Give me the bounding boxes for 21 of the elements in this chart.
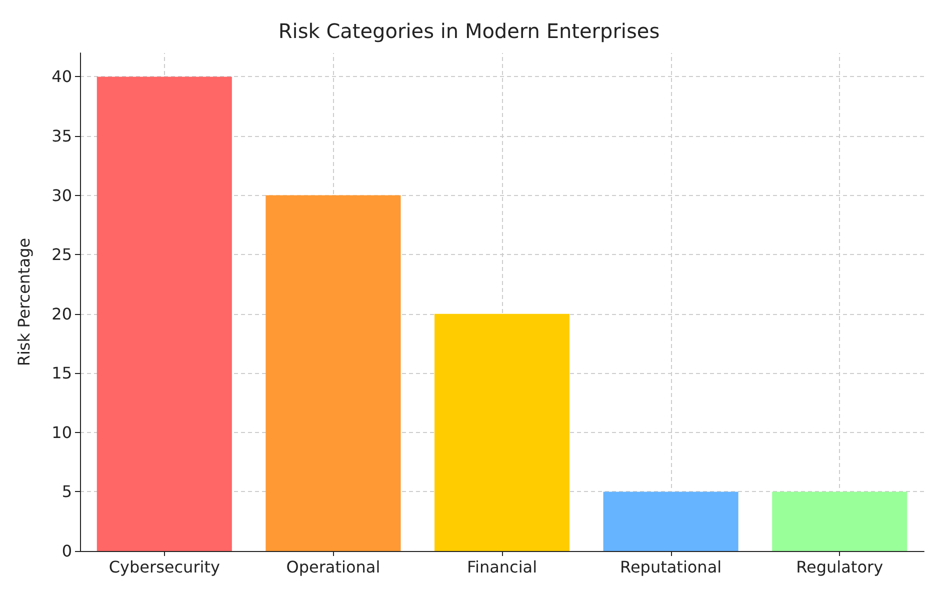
y-tick-label: 35 bbox=[52, 126, 72, 146]
y-tick-label: 20 bbox=[52, 304, 72, 324]
bar bbox=[772, 492, 908, 551]
y-tick-label: 0 bbox=[62, 542, 72, 560]
x-tick-label: Financial bbox=[466, 558, 538, 576]
x-tick-label: Cybersecurity bbox=[108, 558, 220, 576]
y-tick-label: 25 bbox=[52, 245, 72, 264]
bar bbox=[266, 195, 401, 551]
y-axis-title: Risk Percentage bbox=[14, 238, 34, 366]
bar bbox=[96, 76, 232, 551]
y-tick-label: 10 bbox=[52, 422, 72, 442]
bar bbox=[603, 492, 738, 551]
x-tick-label: Reputational bbox=[620, 558, 722, 576]
y-tick-label: 40 bbox=[52, 67, 72, 86]
x-tick-label: Operational bbox=[286, 558, 380, 576]
bar bbox=[434, 314, 570, 551]
y-tick-label: 15 bbox=[52, 364, 72, 383]
chart-title: Risk Categories in Modern Enterprises bbox=[278, 19, 660, 43]
y-tick-label: 5 bbox=[62, 482, 72, 502]
y-tick-label: 30 bbox=[52, 186, 72, 205]
x-tick-label: Regulatory bbox=[796, 558, 884, 576]
